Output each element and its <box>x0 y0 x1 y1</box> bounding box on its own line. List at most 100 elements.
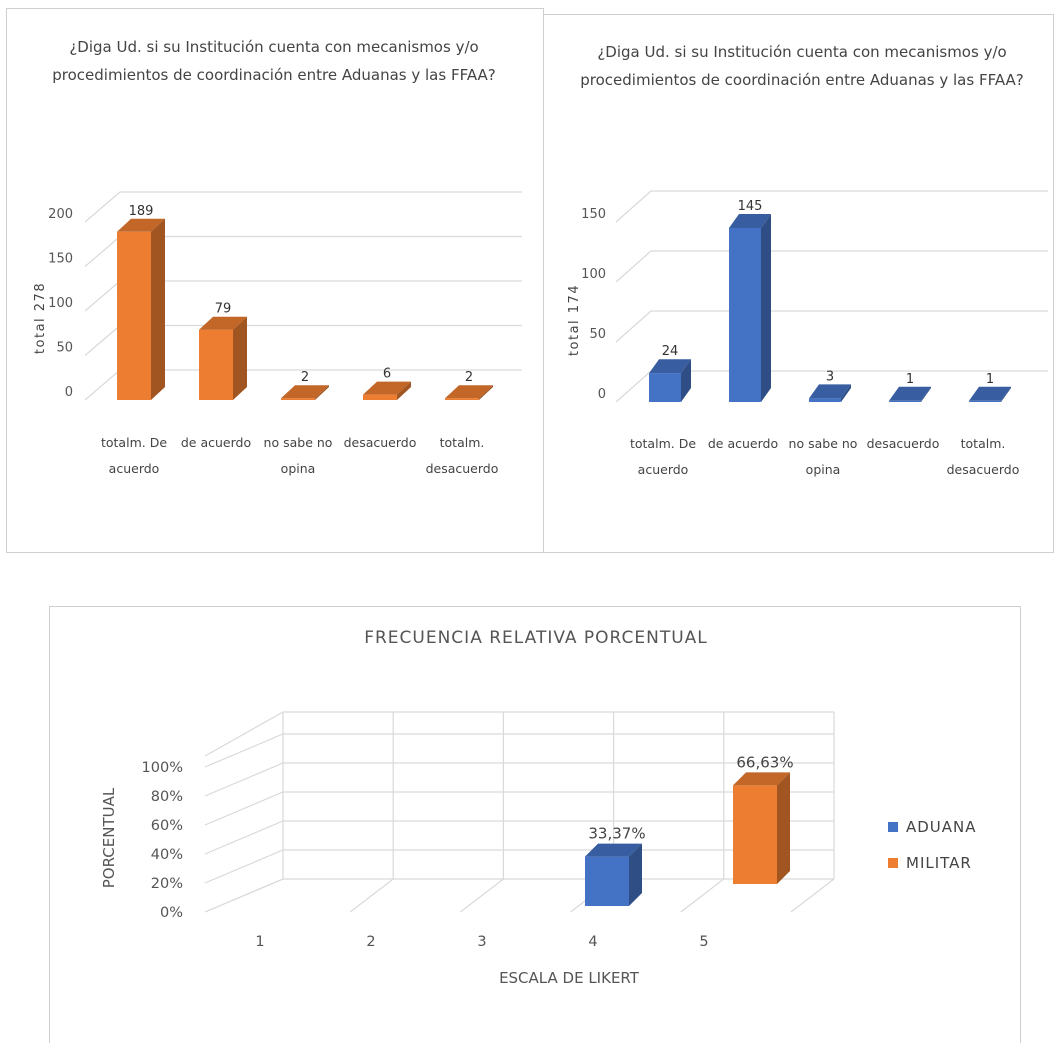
x-tick-label: acuerdo <box>109 461 160 476</box>
bar-front <box>649 373 681 402</box>
bar-front <box>809 398 841 402</box>
chart-panel-aduana <box>544 14 1054 553</box>
bar-front <box>363 394 397 400</box>
bar-front <box>445 398 479 400</box>
floor-gridline <box>349 878 394 913</box>
y-tick-label: 50 <box>56 341 73 356</box>
x-tick-label: 3 <box>477 934 486 950</box>
y-tick-label: 100% <box>142 760 183 776</box>
x-tick-label: totalm. De <box>630 436 696 451</box>
gridline <box>615 250 1048 283</box>
x-tick-label: de acuerdo <box>708 436 778 451</box>
y-tick-label: 50 <box>589 327 606 342</box>
chart-total-174: ¿Diga Ud. si su Institución cuenta con m… <box>567 43 1048 477</box>
y-tick-label: 40% <box>151 847 183 863</box>
data-label: 1 <box>986 372 994 387</box>
chart-frecuencia-relativa: FRECUENCIA RELATIVA PORCENTUAL 0% 20% 40% 60… <box>100 628 976 987</box>
legend-swatch-aduana <box>888 822 898 832</box>
gridline <box>615 310 1048 343</box>
floor-gridline <box>460 878 504 913</box>
x-tick-label: desacuerdo <box>867 436 940 451</box>
floor-gridline <box>680 878 725 913</box>
x-tick-label: acuerdo <box>638 462 689 477</box>
chart-title: FRECUENCIA RELATIVA PORCENTUAL <box>364 628 708 648</box>
x-tick-label: desacuerdo <box>426 461 499 476</box>
bar-front <box>889 400 921 402</box>
bar-side <box>841 384 851 402</box>
y-tick-label: 200 <box>48 207 73 222</box>
x-tick-label: totalm. <box>961 436 1006 451</box>
bar-top <box>969 386 1011 401</box>
y-axis-title: PORCENTUAL <box>100 787 118 888</box>
data-label: 33,37% <box>588 825 645 843</box>
y-tick-label: 20% <box>151 876 183 892</box>
bar-side <box>315 385 329 400</box>
legend-swatch-militar <box>888 858 898 868</box>
bar-side <box>761 214 771 402</box>
bar-top <box>445 385 493 399</box>
bar-side <box>151 218 165 400</box>
bar-militar-top <box>733 772 790 786</box>
legend-label-militar: MILITAR <box>906 854 972 872</box>
x-tick-label: totalm. De <box>101 435 167 450</box>
bar-front <box>969 400 1001 402</box>
floor-gridline <box>204 878 284 913</box>
bar-front <box>281 398 315 400</box>
x-tick-label: desacuerdo <box>947 462 1020 477</box>
y-tick-label: 60% <box>151 818 183 834</box>
bar-side <box>479 385 493 400</box>
floor-gridline <box>790 878 835 913</box>
x-tick-label: 5 <box>699 934 708 950</box>
bar-top <box>809 384 851 399</box>
bar-top <box>729 214 771 228</box>
chart-title-line: ¿Diga Ud. si su Institución cuenta con m… <box>597 43 1006 61</box>
gridline <box>204 820 834 855</box>
data-label: 66,63% <box>736 753 793 771</box>
bar-side <box>397 381 411 400</box>
bar-top <box>281 385 329 399</box>
data-label: 1 <box>906 372 914 387</box>
x-tick-label: 2 <box>366 934 375 950</box>
y-tick-label: 100 <box>581 267 606 282</box>
bar-aduana-side <box>629 843 642 906</box>
data-label: 79 <box>215 302 232 317</box>
y-tick-label: 80% <box>151 789 183 805</box>
gridline <box>204 762 834 797</box>
bar-top <box>649 359 691 374</box>
bar-side <box>1001 386 1011 402</box>
bar-side <box>921 386 931 402</box>
bar-front <box>117 231 151 400</box>
data-label: 2 <box>465 370 473 385</box>
x-tick-label: no sabe no <box>789 436 858 451</box>
y-axis-label: total 278 <box>33 282 48 354</box>
chart-title-line: procedimientos de coordinación entre Adu… <box>52 66 495 84</box>
gridline <box>84 191 522 223</box>
chart-total-278: ¿Diga Ud. si su Institución cuenta con m… <box>33 38 522 476</box>
chart-panel-frecuencia <box>49 606 1021 1043</box>
bar-front <box>729 228 761 402</box>
gridline <box>204 791 834 826</box>
y-tick-label: 0 <box>65 385 73 400</box>
bar-top <box>363 381 411 395</box>
bar-top <box>889 386 931 401</box>
bar-top <box>117 218 165 232</box>
bar-side <box>233 316 247 400</box>
bar-aduana-front <box>585 856 629 906</box>
x-tick-label: totalm. <box>440 435 485 450</box>
data-label: 3 <box>826 369 834 384</box>
x-tick-label: desacuerdo <box>344 435 417 450</box>
data-label: 2 <box>301 370 309 385</box>
y-tick-label: 100 <box>48 296 73 311</box>
x-tick-label: 4 <box>588 934 597 950</box>
gridline <box>204 849 834 884</box>
y-tick-label: 150 <box>48 252 73 267</box>
data-label: 24 <box>662 344 679 359</box>
bar-aduana-top <box>585 843 642 857</box>
bar-front <box>199 329 233 400</box>
y-tick-label: 0% <box>160 905 183 921</box>
gridline <box>204 733 834 768</box>
y-tick-label: 0 <box>598 387 606 402</box>
chart-title-line: ¿Diga Ud. si su Institución cuenta con m… <box>69 38 478 56</box>
gridline <box>615 190 1048 223</box>
